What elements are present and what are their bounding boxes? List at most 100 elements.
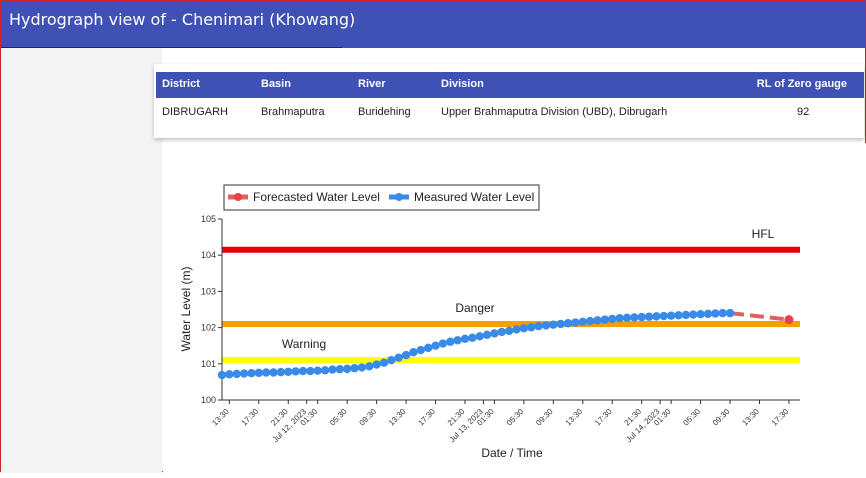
measured-point [549,320,558,329]
measured-point [225,370,234,379]
measured-point [725,308,735,318]
forecast-line [729,311,790,322]
y-axis-ticks: 100 101 102 103 104 105 [201,214,222,405]
cell-river: Buridehing [358,106,411,118]
x-tick-label: 05:30 [681,407,702,428]
legend-measured-marker [395,193,403,201]
x-axis-label: Date / Time [481,446,543,460]
measured-point [519,324,529,333]
column-header-basin: Basin [261,78,291,90]
measured-point [232,369,241,379]
measured-point [637,312,646,322]
measured-point [387,355,396,365]
measured-point [416,345,426,355]
column-header-division: Division [441,78,484,90]
measured-point [247,369,256,378]
measured-point [453,336,462,345]
legend-forecast-label: Forecasted Water Level [253,190,380,204]
y-tick-label: 105 [201,214,216,224]
measured-point [239,369,249,378]
measured-point [269,368,278,377]
cell-basin: Brahmaputra [261,106,325,118]
measured-point [593,316,602,325]
measured-point [217,370,227,380]
header-underline [1,47,342,48]
measured-point [468,333,477,342]
measured-point [666,311,676,320]
measured-point [696,310,705,319]
legend-measured-label: Measured Water Level [414,190,534,204]
measured-point [365,362,374,371]
page-title: Hydrograph view of - Chenimari (Khowang) [9,10,356,29]
measured-point [313,366,322,375]
measured-point [431,341,440,350]
column-header-river: River [358,78,386,90]
x-tick-label: 17:30 [770,407,791,428]
measured-point [534,321,543,331]
y-tick-label: 103 [201,286,216,296]
measured-point [350,363,359,373]
measured-point [541,321,551,330]
legend-forecast-marker [234,193,242,201]
chart-legend[interactable]: Forecasted Water Level Measured Water Le… [223,184,540,211]
measured-point [578,317,587,327]
x-tick-label: 17:30 [416,407,437,428]
y-axis-label: Water Level (m) [179,267,193,352]
app-header: Hydrograph view of - Chenimari (Khowang) [1,1,865,48]
measured-point [689,310,698,319]
x-tick-label: 17:30 [240,407,261,428]
x-tick-label: 13:30 [210,407,231,428]
chart-axes [221,219,800,401]
measured-point [342,364,352,374]
measured-point [328,365,337,374]
measured-point [394,353,403,362]
measured-point [644,312,654,321]
y-tick-label: 100 [201,395,216,405]
measured-point [512,325,521,334]
hydrograph-chart-area: Forecasted Water Level Measured Water Le… [95,143,866,473]
measured-point [630,313,639,322]
x-tick-label: 09:30 [711,407,732,428]
reference-label-danger: Danger [455,301,494,315]
measured-point [659,311,668,321]
measured-point [681,310,691,320]
measured-point [438,339,448,348]
measured-point [357,363,367,372]
measured-point [571,318,580,327]
measured-point [703,309,713,319]
measured-point [652,312,661,321]
reference-lines: HFL Danger Warning [222,227,800,364]
left-panel [1,48,162,473]
measured-point [335,365,345,374]
table-header-row: District Basin River Division RL of Zero… [156,72,864,98]
measured-point [298,366,308,376]
series-layer [217,308,794,380]
measured-point [490,329,499,338]
y-tick-label: 102 [201,323,216,333]
x-tick-label: 09:30 [358,407,379,428]
x-tick-label: 13:30 [740,407,761,428]
measured-point [600,315,610,324]
measured-point [563,319,573,328]
measured-point [527,323,536,332]
legend-box [223,184,540,211]
reference-label-hfl: HFL [752,227,775,241]
measured-point [401,350,411,360]
measured-point [460,334,470,344]
reference-label-warning: Warning [282,337,326,351]
measured-point [306,366,315,376]
station-info-table: District Basin River Division RL of Zero… [154,64,864,138]
column-header-district: District [162,78,200,90]
measured-point [585,316,595,326]
measured-point [409,348,418,357]
forecast-point [784,315,794,325]
measured-point [446,337,455,346]
cell-division: Upper Brahmaputra Division (UBD), Dibrug… [441,106,668,118]
measured-point [711,309,720,318]
measured-point [504,326,514,336]
measured-point [497,327,506,337]
measured-point [556,319,565,329]
measured-point [254,368,264,378]
measured-point [622,313,632,323]
